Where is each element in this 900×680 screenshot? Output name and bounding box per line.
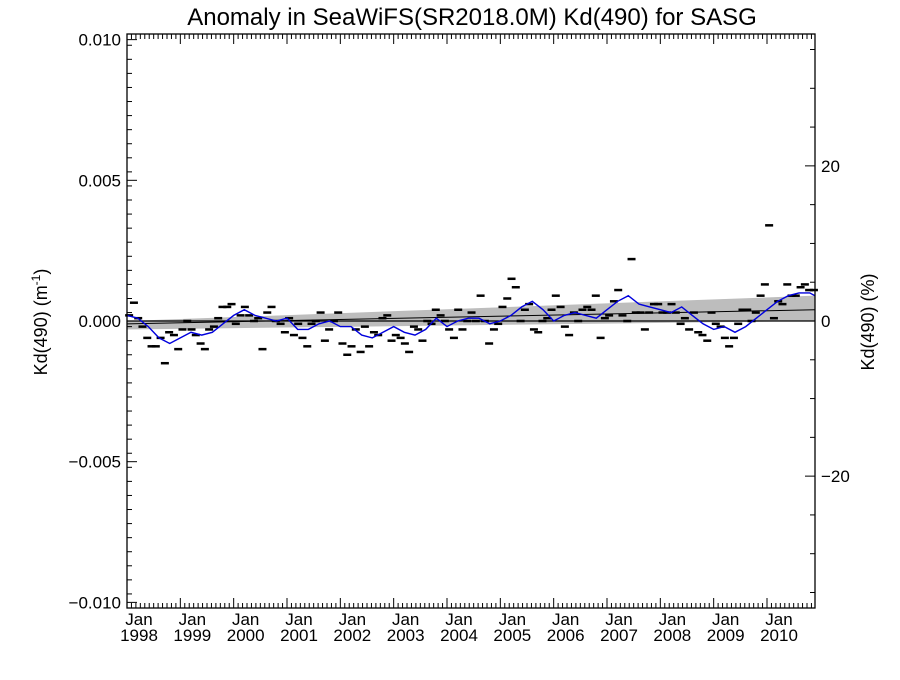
- chart-title: Anomaly in SeaWiFS(SR2018.0M) Kd(490) fo…: [187, 4, 757, 31]
- y-axis-left-label-close: ): [31, 269, 51, 275]
- y-right-tick-label: 20: [821, 157, 840, 176]
- trend-line: [126, 309, 816, 325]
- x-tick-month-label: Jan: [552, 610, 579, 629]
- x-tick-month-label: Jan: [285, 610, 312, 629]
- x-tick-year-label: 1999: [173, 626, 211, 645]
- x-tick-month-label: Jan: [765, 610, 792, 629]
- x-tick-month-label: Jan: [659, 610, 686, 629]
- y-left-tick-label: −0.005: [69, 453, 121, 472]
- plot-layer: 0.0100.0050.000−0.005−0.010200−20Jan1998…: [69, 31, 850, 645]
- x-tick-year-label: 2004: [440, 626, 478, 645]
- x-tick-month-label: Jan: [232, 610, 259, 629]
- x-tick-year-label: 2001: [280, 626, 318, 645]
- running-mean-line: [126, 292, 816, 345]
- x-tick-year-label: 2007: [600, 626, 638, 645]
- x-tick-year-label: 2002: [333, 626, 371, 645]
- y-left-tick-label: −0.010: [69, 593, 121, 612]
- x-tick-month-label: Jan: [125, 610, 152, 629]
- x-tick-year-label: 1998: [120, 626, 158, 645]
- y-axis-left-label-text: Kd(490) (m: [31, 285, 51, 375]
- x-tick-month-label: Jan: [712, 610, 739, 629]
- x-tick-month-label: Jan: [445, 610, 472, 629]
- x-tick-month-label: Jan: [392, 610, 419, 629]
- y-left-tick-label: 0.005: [78, 171, 121, 190]
- y-left-tick-label: 0.010: [78, 31, 121, 50]
- x-tick-year-label: 2006: [547, 626, 585, 645]
- y-left-tick-label: 0.000: [78, 312, 121, 331]
- x-tick-year-label: 2005: [493, 626, 531, 645]
- x-tick-month-label: Jan: [499, 610, 526, 629]
- x-tick-month-label: Jan: [179, 610, 206, 629]
- y-axis-left-label-sup: -1: [29, 274, 43, 285]
- y-axis-left-label: Kd(490) (m-1): [29, 269, 51, 376]
- x-tick-year-label: 2009: [707, 626, 745, 645]
- y-right-tick-label: −20: [821, 467, 850, 486]
- y-axis-right-label: Kd(490) (%): [858, 273, 878, 370]
- x-tick-year-label: 2010: [760, 626, 798, 645]
- x-tick-year-label: 2003: [387, 626, 425, 645]
- y-right-tick-label: 0: [821, 312, 830, 331]
- x-tick-year-label: 2000: [227, 626, 265, 645]
- x-tick-month-label: Jan: [339, 610, 366, 629]
- x-tick-month-label: Jan: [605, 610, 632, 629]
- x-tick-year-label: 2008: [653, 626, 691, 645]
